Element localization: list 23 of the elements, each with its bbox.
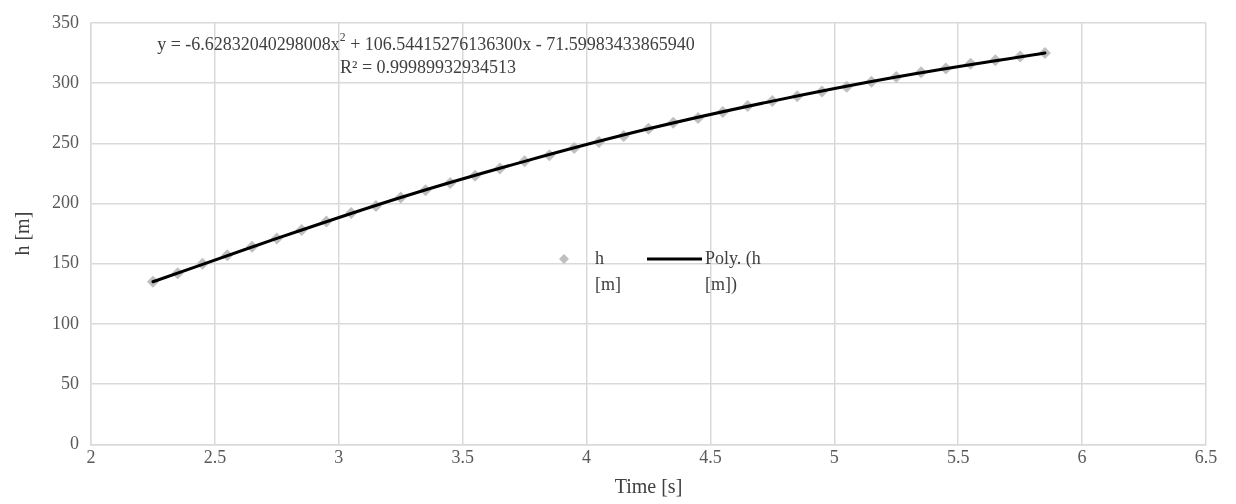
- x-tick-label: 4.5: [699, 446, 722, 467]
- x-tick-label: 2: [86, 446, 96, 467]
- y-axis-title: h [m]: [11, 211, 34, 256]
- x-tick-label: 4: [582, 446, 592, 467]
- y-tick-label: 250: [52, 131, 79, 152]
- y-tick-label: 150: [52, 252, 79, 273]
- y-tick-label: 0: [70, 433, 79, 454]
- x-tick-label: 6.5: [1194, 446, 1218, 467]
- x-tick-label: 6: [1077, 446, 1087, 467]
- y-tick-label: 50: [61, 372, 79, 393]
- legend-label: h [m]: [595, 247, 621, 294]
- y-tick-label: 200: [52, 192, 79, 213]
- x-tick-label: 5: [829, 446, 839, 467]
- x-axis-title: Time [s]: [614, 475, 683, 498]
- x-tick-label: 5.5: [946, 446, 970, 467]
- legend-label: Poly. (h [m]): [705, 247, 761, 295]
- y-tick-label: 350: [52, 11, 79, 32]
- y-tick-label: 300: [52, 71, 79, 92]
- annotation: R² = 0.99989932934513: [339, 56, 517, 77]
- x-tick-label: 2.5: [203, 446, 227, 467]
- y-tick-label: 100: [52, 312, 79, 333]
- x-tick-label: 3: [334, 446, 344, 467]
- x-tick-label: 3.5: [451, 446, 474, 467]
